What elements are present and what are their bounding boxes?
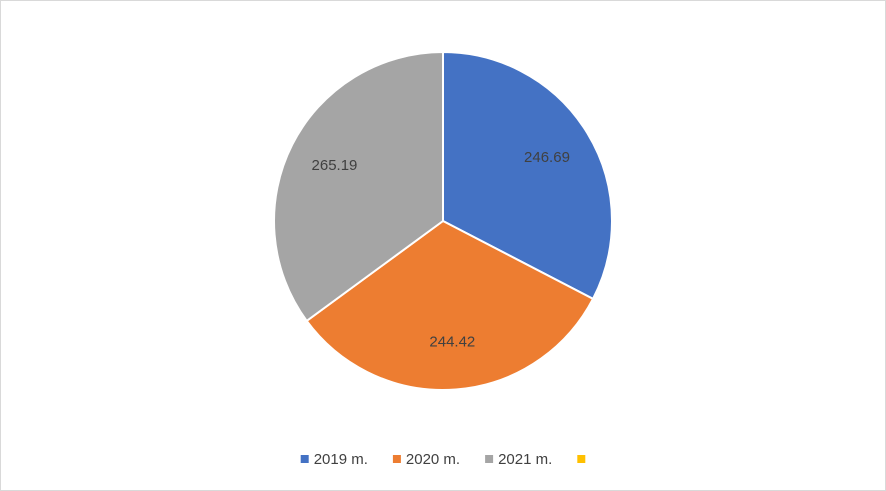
data-label: 265.19 [312,157,358,174]
legend-marker [577,455,586,463]
legend-label: 2019 m. [314,451,368,468]
pie-slice [442,50,613,301]
legend-label: 2021 m. [498,451,552,468]
legend-marker [300,455,309,463]
legend-label: 2020 m. [406,451,460,468]
data-label: 244.42 [429,333,475,350]
legend-marker [392,455,401,463]
legend-marker [485,455,494,463]
pie-slice [305,219,595,391]
pie-slice [273,50,444,323]
data-label: 246.69 [524,149,570,166]
